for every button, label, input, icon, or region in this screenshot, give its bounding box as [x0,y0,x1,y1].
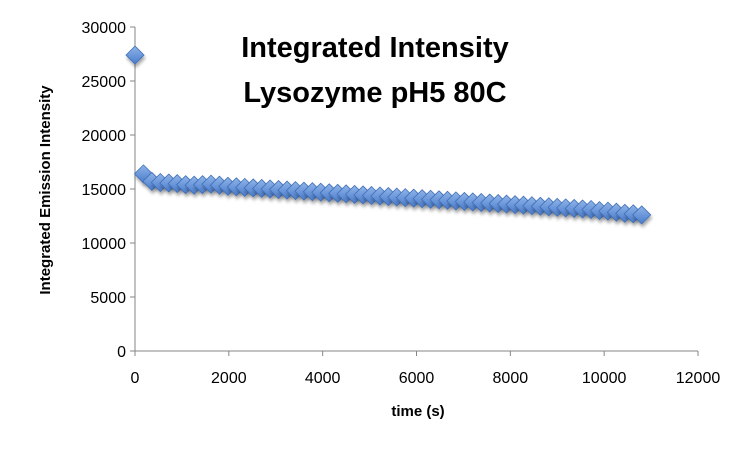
y-tick-label: 15000 [82,182,127,199]
y-tick-label: 25000 [82,74,127,91]
y-tick-label: 20000 [82,128,127,145]
y-axis-label: Integrated Emission Intensity [37,85,54,295]
y-tick-label: 0 [117,344,126,361]
data-point [125,45,145,65]
chart-title-line-1: Integrated Intensity [241,32,509,64]
data-point [632,205,652,225]
chart-title-line-2: Lysozyme pH5 80C [243,77,506,109]
y-tick-label: 5000 [90,290,126,307]
x-tick-label: 2000 [211,370,247,387]
y-tick-label: 30000 [82,20,127,37]
y-tick-label: 10000 [82,236,127,253]
x-axis-label: time (s) [391,403,444,420]
x-tick-label: 12000 [676,370,721,387]
axes: 0 5000 10000 15000 20000 25000 30000 0 2000 4000 6… [82,20,721,387]
x-tick-label: 4000 [305,370,341,387]
x-tick-label: 6000 [399,370,435,387]
x-tick-label: 0 [131,370,140,387]
x-tick-label: 10000 [582,370,627,387]
data-points [125,45,652,225]
x-tick-label: 8000 [493,370,529,387]
